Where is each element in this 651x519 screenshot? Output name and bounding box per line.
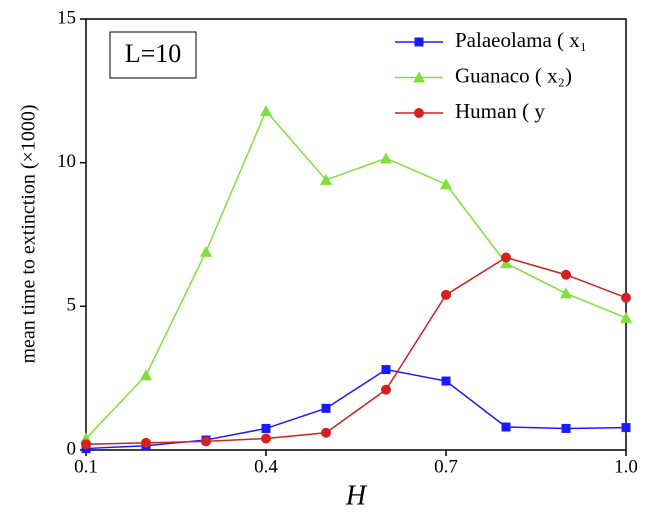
legend-marker (413, 71, 425, 83)
marker (500, 257, 512, 269)
marker (261, 423, 271, 433)
marker (440, 178, 452, 190)
x-tick-label: 0.4 (254, 456, 278, 477)
annotation-box (109, 31, 197, 79)
marker (140, 369, 152, 381)
marker (260, 104, 272, 116)
annotation: L=10 (125, 39, 182, 68)
marker (501, 422, 511, 432)
series-line (85, 368, 627, 450)
series-line (85, 109, 627, 440)
series-line (85, 256, 627, 446)
y-tick-label: 5 (67, 295, 77, 316)
legend-marker (414, 108, 424, 118)
marker (381, 365, 391, 375)
marker (560, 287, 572, 299)
x-tick-label: 0.7 (434, 456, 458, 477)
marker (200, 245, 212, 257)
marker (201, 436, 211, 447)
marker (380, 152, 392, 164)
marker (441, 376, 451, 386)
legend-label: Human ( y (455, 99, 545, 123)
y-tick-label: 10 (57, 151, 76, 172)
marker (561, 423, 571, 433)
marker (81, 439, 91, 450)
legend-marker (414, 37, 424, 47)
marker (621, 292, 631, 303)
x-tick-label: 1.0 (614, 456, 638, 477)
marker (141, 437, 151, 448)
y-tick-label: 0 (67, 438, 77, 459)
y-axis-label: mean time to extinction (×1000) (18, 105, 40, 364)
marker (441, 289, 451, 300)
marker (501, 252, 511, 263)
marker (381, 384, 391, 395)
legend-label: Guanaco ( x₂) (455, 63, 572, 87)
y-tick-label: 15 (57, 7, 76, 28)
legend-label: Palaeolama ( x₁ (455, 28, 587, 52)
x-axis-label: H (345, 480, 368, 511)
marker (621, 423, 631, 433)
plot-frame (85, 18, 627, 451)
x-tick-label: 0.1 (74, 456, 98, 477)
marker (620, 311, 632, 323)
marker (321, 427, 331, 438)
marker (321, 403, 331, 413)
marker (320, 173, 332, 185)
marker (261, 433, 271, 444)
marker (561, 269, 571, 280)
